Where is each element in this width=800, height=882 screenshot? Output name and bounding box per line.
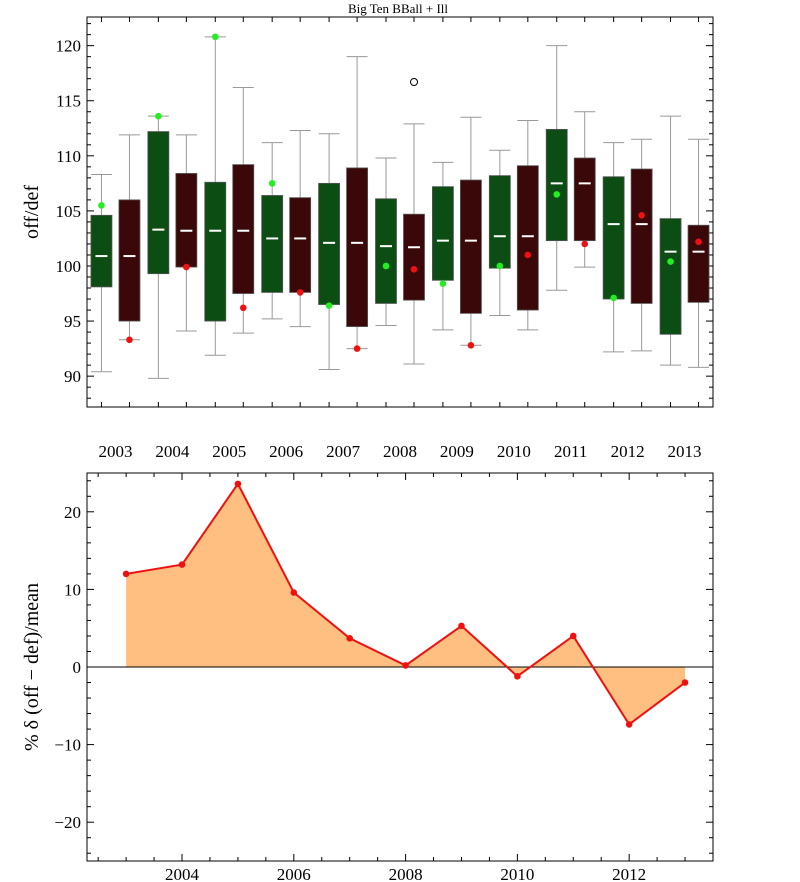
box-plot-y-tick-labels: 90 95 100 105 110 115 120 [56,37,82,387]
y-tick-label: 105 [56,202,82,221]
box [659,218,682,335]
data-point [234,480,242,488]
box [375,198,397,304]
category-label: 2007 [326,442,361,461]
area-plot-x-tick-labels: 2004 2006 2008 2010 2012 [165,865,646,882]
box [516,165,539,311]
ill-point [524,251,532,259]
box [403,213,425,301]
box [460,179,482,314]
area-plot-frame [86,472,714,862]
ill-point [638,212,645,219]
data-point [681,679,689,686]
box-plot-ticks [87,17,713,407]
box [687,224,710,303]
category-label: 2010 [497,442,531,461]
category-label: 2011 [554,442,587,461]
box [545,128,568,242]
category-label: 2003 [98,442,132,461]
y-tick-label: −10 [54,736,81,755]
ill-point [183,263,190,271]
y-tick-label: 90 [64,367,81,386]
ill-point [695,238,702,246]
box [432,186,454,281]
x-tick-label: 2008 [389,865,423,882]
y-tick-label: 20 [64,503,81,522]
ill-point [268,180,276,187]
data-point [402,662,409,669]
category-label: 2006 [269,442,303,461]
ill-point [98,202,105,209]
area-plot-marks [87,480,713,728]
ill-point [239,304,247,312]
data-point [514,673,521,680]
ill-point [155,112,162,120]
y-tick-label: 0 [73,658,82,677]
x-tick-label: 2012 [612,865,646,882]
y-tick-label: 100 [56,257,82,276]
x-tick-label: 2004 [165,865,200,882]
ill-point [126,336,133,344]
box [318,182,340,305]
box-plot-y-axis-label: off/def [21,185,43,239]
x-tick-label: 2010 [500,865,534,882]
box [90,214,113,288]
category-label: 2008 [383,442,417,461]
ill-point [439,280,447,287]
category-label: 2004 [155,442,190,461]
category-label: 2013 [668,442,702,461]
ill-point [467,342,475,349]
ill-point [296,289,304,296]
data-point [569,632,577,640]
box [488,175,511,269]
ill-point [610,294,617,302]
data-point [458,622,465,630]
area-plot-y-tick-labels: −20 −10 0 10 20 [54,503,81,832]
y-tick-label: 110 [56,147,81,166]
box [147,131,170,275]
box [204,181,227,322]
ill-point [353,345,361,352]
box [289,197,312,293]
data-point [122,570,130,578]
area-plot-y-axis-label: % δ (off − def)/mean [21,583,43,751]
data-point [625,721,633,728]
ill-point [325,302,333,309]
category-label: 2005 [212,442,246,461]
ill-point [211,33,219,41]
ill-point [496,262,504,270]
category-label: 2009 [440,442,474,461]
box [261,195,284,293]
box [346,167,368,327]
box [232,164,255,294]
outlier-point [410,78,418,86]
x-tick-label: 2006 [277,865,311,882]
y-tick-label: 120 [56,37,82,56]
y-tick-label: 10 [64,580,81,599]
data-point [178,561,186,568]
ill-point [553,191,561,198]
data-point [290,589,298,596]
box-plot-marks [90,33,710,379]
box [630,168,653,304]
ill-point [410,265,418,273]
data-point [346,634,353,642]
ill-point [667,258,674,265]
area-fill [126,483,686,725]
box [175,173,198,268]
box [602,176,625,300]
ill-point [581,240,589,248]
box-plot-frame [86,16,714,408]
y-tick-label: −20 [54,813,81,832]
y-tick-label: 95 [64,312,81,331]
chart-title: Big Ten BBall + Ill [348,1,448,16]
box-plot-category-labels: 2003 2004 2005 2006 2007 2008 2009 2010 2011 2012… [98,442,701,461]
ill-point [382,262,390,270]
box [573,157,596,242]
category-label: 2012 [611,442,645,461]
y-tick-label: 115 [56,92,81,111]
box [118,199,141,322]
